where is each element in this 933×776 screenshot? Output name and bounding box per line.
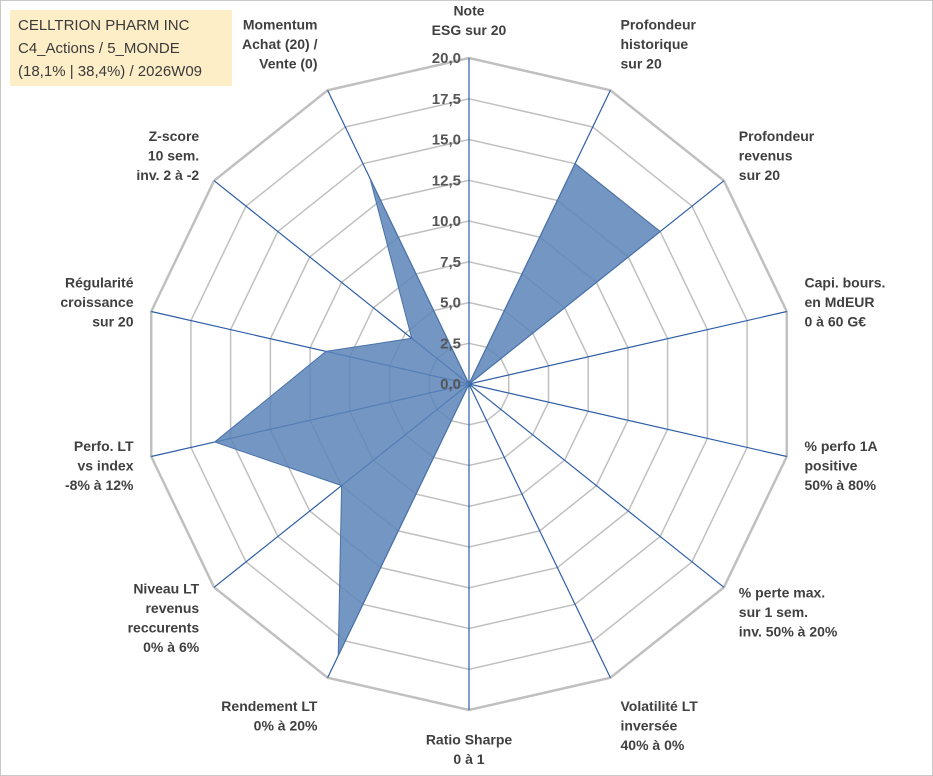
company-name: CELLTRION PHARM INC — [18, 17, 190, 34]
tick-label: 17,5 — [432, 91, 461, 108]
tick-label: 7,5 — [440, 254, 461, 271]
axis-label-11: Régularité croissance sur 20 — [60, 275, 133, 330]
axis-label-2: Profondeur revenus sur 20 — [739, 128, 815, 183]
axis-spoke-4 — [468, 383, 787, 458]
tick-label: 0,0 — [440, 376, 461, 393]
axis-label-10: Perfo. LT vs index -8% à 12% — [65, 438, 134, 493]
axis-label-9: Niveau LT revenus reccurents 0% à 6% — [128, 580, 200, 655]
radar-axis-labels: Note ESG sur 20 Profondeur historique sur 20… — [60, 3, 885, 768]
axis-label-12: Z-score 10 sem. inv. 2 à -2 — [136, 128, 199, 183]
tick-label: 5,0 — [440, 295, 461, 312]
axis-label-1: Profondeur historique sur 20 — [621, 17, 697, 72]
radar-series — [213, 162, 662, 656]
axis-label-6: Volatilité LT inversée 40% à 0% — [621, 698, 699, 753]
tick-label: 20,0 — [432, 50, 461, 67]
axis-label-3: Capi. bours. en MdEUR 0 à 60 G€ — [805, 275, 886, 330]
axis-label-4: % perfo 1A positive 50% à 80% — [805, 438, 878, 493]
tick-label: 15,0 — [432, 132, 461, 149]
tick-label: 2,5 — [440, 335, 461, 352]
axis-spoke-5 — [468, 383, 725, 588]
axis-label-7: Ratio Sharpe 0 à 1 — [426, 732, 513, 768]
axis-label-0: Note ESG sur 20 — [432, 3, 507, 39]
axis-spoke-3 — [468, 310, 787, 385]
series-area — [213, 162, 662, 656]
axis-label-13: Momentum Achat (20) / Vente (0) — [242, 17, 318, 72]
tick-label: 10,0 — [432, 213, 461, 230]
axis-label-5: % perte max. sur 1 sem. inv. 50% à 20% — [739, 585, 838, 640]
portfolio-name: C4_Actions / 5_MONDE — [18, 40, 180, 57]
tick-label: 12,5 — [432, 172, 461, 189]
axis-spoke-6 — [468, 383, 611, 678]
chart-title-box: CELLTRION PHARM INC C4_Actions / 5_MONDE… — [10, 10, 232, 86]
axis-label-8: Rendement LT 0% à 20% — [221, 698, 318, 734]
performance-stats: (18,1% | 38,4%) / 2026W09 — [18, 63, 202, 80]
radar-tick-labels: 0,0 2,5 5,0 7,5 10,0 12,5 15,0 17,5 20,0 — [432, 50, 461, 393]
